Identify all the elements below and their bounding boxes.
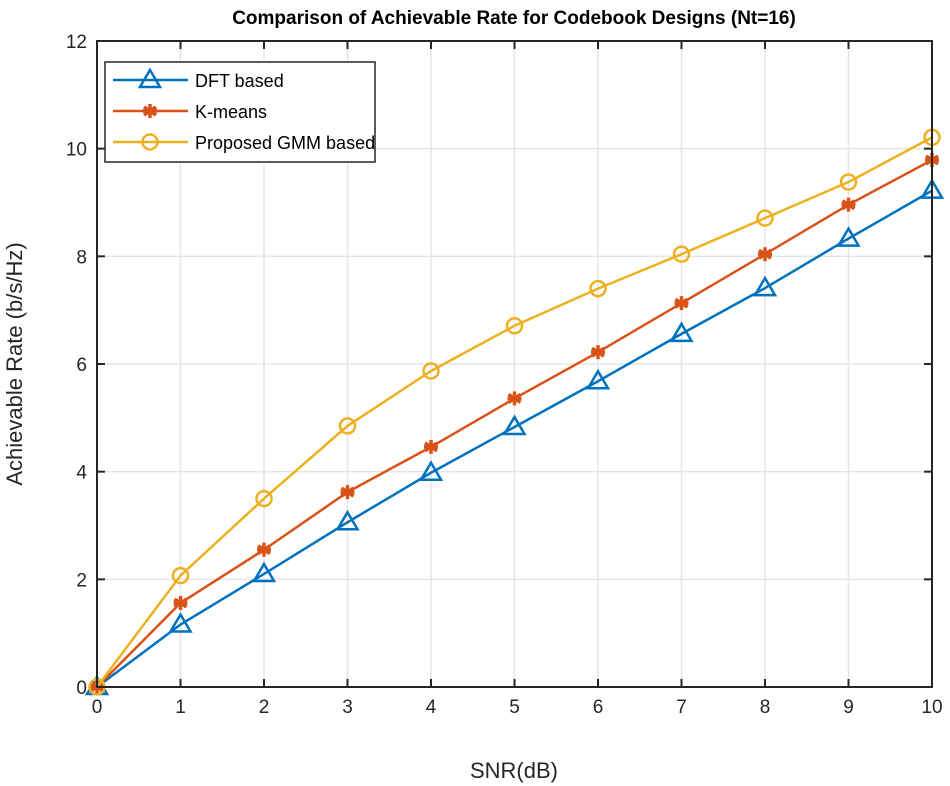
x-tick-label: 2 xyxy=(259,697,270,718)
y-tick-label: 10 xyxy=(66,140,87,161)
asterisk-marker xyxy=(424,439,438,454)
triangle-marker xyxy=(251,561,277,583)
asterisk-marker xyxy=(758,247,772,262)
x-tick-label: 8 xyxy=(760,697,771,718)
triangle-marker xyxy=(418,460,444,481)
series-line xyxy=(95,136,933,688)
x-tick-label: 10 xyxy=(921,697,942,718)
asterisk-marker xyxy=(841,197,856,212)
asterisk-marker xyxy=(340,485,355,500)
x-tick-label: 0 xyxy=(92,697,103,718)
x-tick-label: 9 xyxy=(843,697,854,718)
legend-label: Proposed GMM based xyxy=(195,133,375,153)
series-proposed-gmm-based xyxy=(88,128,941,696)
triangle-marker xyxy=(137,67,163,89)
y-tick-label: 2 xyxy=(76,570,87,591)
legend-label: DFT based xyxy=(195,71,284,91)
asterisk-marker xyxy=(257,542,271,557)
triangle-marker xyxy=(335,509,360,531)
circle-marker xyxy=(422,362,440,380)
x-axis-label: SNR(dB) xyxy=(470,758,558,783)
circle-marker xyxy=(255,489,273,508)
circle-marker xyxy=(672,245,691,263)
y-tick-label: 6 xyxy=(76,355,87,376)
legend-item: DFT based xyxy=(113,67,284,91)
x-tick-label: 1 xyxy=(175,697,186,718)
triangle-marker xyxy=(168,612,193,633)
legend-item: Proposed GMM based xyxy=(113,133,375,153)
y-tick-label: 0 xyxy=(76,678,87,699)
triangle-marker xyxy=(585,368,611,390)
legend-label: K-means xyxy=(195,102,267,122)
y-tick-label: 4 xyxy=(76,463,87,484)
x-tick-label: 3 xyxy=(342,697,353,718)
x-tick-label: 4 xyxy=(426,697,437,718)
y-tick-label: 8 xyxy=(76,247,87,268)
circle-marker xyxy=(141,133,159,151)
asterisk-marker xyxy=(674,296,689,311)
circle-marker xyxy=(171,566,190,585)
asterisk-marker xyxy=(143,104,157,118)
asterisk-marker xyxy=(507,391,522,406)
asterisk-marker xyxy=(591,345,605,360)
series-line xyxy=(96,189,933,689)
x-tick-label: 5 xyxy=(509,697,520,718)
triangle-marker xyxy=(836,226,861,247)
circle-marker xyxy=(756,209,774,227)
triangle-marker xyxy=(669,321,694,343)
circle-marker xyxy=(839,173,858,191)
chart-title: Comparison of Achievable Rate for Codebo… xyxy=(232,8,796,29)
triangle-marker xyxy=(752,275,778,297)
x-tick-label: 7 xyxy=(676,697,687,718)
series-dft-based xyxy=(84,178,945,696)
plot-area-border xyxy=(96,40,933,688)
y-tick-label: 12 xyxy=(66,32,87,53)
y-axis-label: Achievable Rate (b/s/Hz) xyxy=(2,242,27,485)
circle-marker xyxy=(505,317,524,335)
circle-marker xyxy=(589,279,607,298)
circle-marker xyxy=(338,417,357,435)
legend: DFT based K-means Proposed GMM based xyxy=(104,61,376,163)
triangle-marker xyxy=(502,414,527,436)
legend-item: K-means xyxy=(113,102,267,122)
asterisk-marker xyxy=(173,596,188,611)
x-tick-label: 6 xyxy=(593,697,604,718)
